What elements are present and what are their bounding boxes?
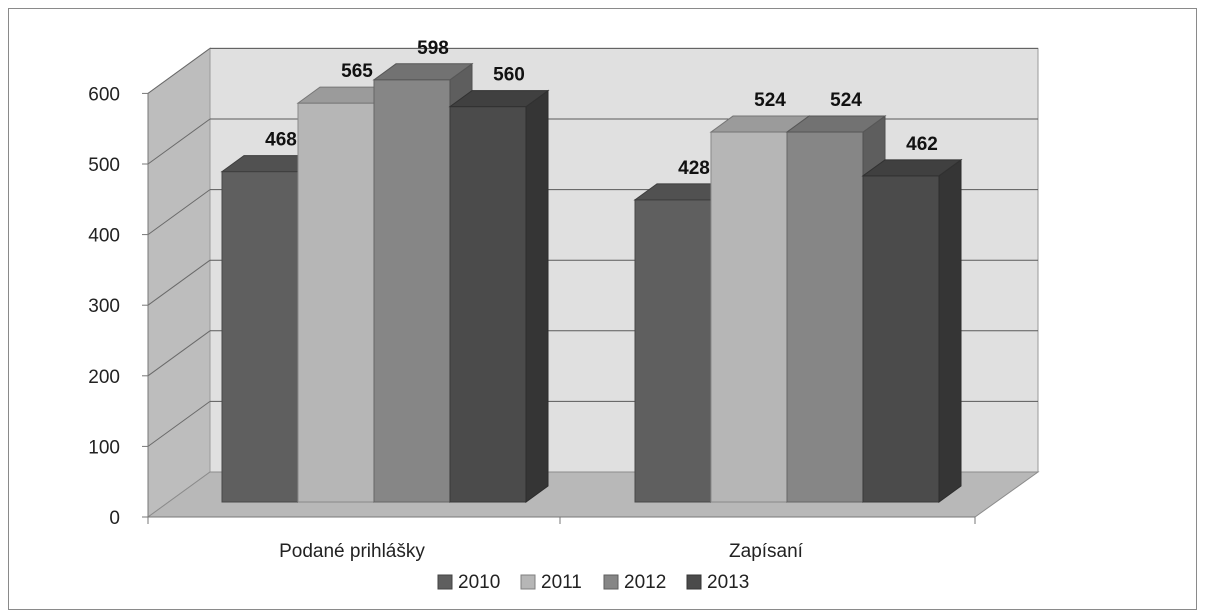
- gridline-side: [147, 400, 211, 447]
- legend-label-2012: 2012: [624, 572, 666, 593]
- gridline-side: [147, 189, 211, 236]
- y-tick-label: 300: [88, 296, 120, 317]
- legend-swatch-2012: [603, 574, 619, 590]
- data-label: 598: [417, 38, 449, 59]
- bar-2010-1: [221, 171, 299, 503]
- y-tick-label: 400: [88, 226, 120, 247]
- bar-2011-2: [710, 131, 788, 503]
- legend: 2010 2011 2012 2013: [437, 572, 749, 593]
- data-label: 560: [493, 65, 525, 86]
- bar-top: [448, 90, 550, 108]
- bar-2012-1: [373, 79, 451, 503]
- y-tick-label: 500: [88, 155, 120, 176]
- data-label: 524: [830, 90, 862, 111]
- y-tick-label: 100: [88, 437, 120, 458]
- x-category-label: Podané prihlášky: [279, 541, 425, 562]
- gridline-side: [147, 118, 211, 165]
- legend-label-2013: 2013: [707, 572, 749, 593]
- bar-top: [861, 159, 963, 177]
- data-labels: 468 565 598 560 428 524 524 462: [265, 38, 938, 179]
- legend-swatch-2011: [520, 574, 536, 590]
- bar-2011-1: [297, 102, 375, 503]
- y-tick-label: 0: [109, 508, 120, 529]
- bar-2013-2: [862, 175, 940, 503]
- bar-top: [785, 115, 887, 133]
- bar-side: [938, 158, 962, 503]
- gridline-side: [147, 47, 211, 94]
- gridline-side: [147, 259, 211, 306]
- x-axis: Podané prihlášky Zapísaní: [147, 516, 976, 562]
- data-label: 428: [678, 158, 710, 179]
- bar-top: [372, 63, 474, 81]
- x-category-label: Zapísaní: [729, 541, 804, 562]
- data-label: 468: [265, 130, 297, 151]
- gridline-side: [147, 330, 211, 377]
- legend-swatch-2010: [437, 574, 453, 590]
- y-tick-label: 200: [88, 367, 120, 388]
- y-axis: 0 100 200 300 400 500 600: [88, 84, 149, 529]
- legend-label-2011: 2011: [541, 572, 582, 593]
- bars: [220, 62, 963, 503]
- data-label: 565: [341, 61, 373, 82]
- bar-2013-1: [449, 106, 527, 503]
- data-label: 524: [754, 90, 786, 111]
- data-label: 462: [906, 134, 938, 155]
- bar-2010-2: [634, 199, 712, 503]
- bar-side: [525, 89, 549, 503]
- y-tick-label: 600: [88, 84, 120, 105]
- bar-2012-2: [786, 131, 864, 503]
- legend-swatch-2013: [686, 574, 702, 590]
- legend-label-2010: 2010: [458, 572, 500, 593]
